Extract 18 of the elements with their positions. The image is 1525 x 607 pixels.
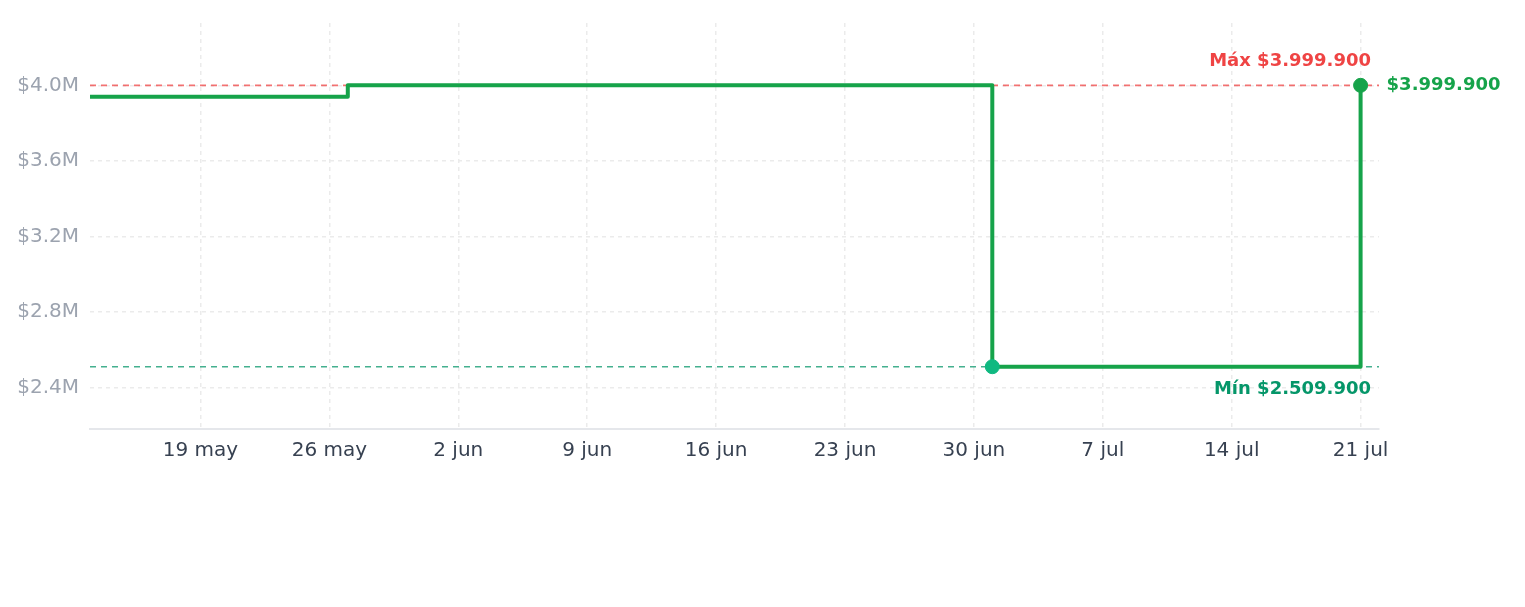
ref-line-label: Máx $3.999.900: [1209, 49, 1371, 71]
x-tick-label: 9 jun: [562, 437, 613, 462]
y-tick-label: $3.2M: [17, 222, 79, 247]
annotation: $3.999.900: [1386, 73, 1501, 95]
x-tick-label: 30 jun: [942, 437, 1006, 462]
ref-line-label: Mín $2.509.900: [1213, 377, 1371, 399]
x-tick-label: 19 may: [162, 437, 239, 462]
y-tick-label: $3.6M: [17, 147, 79, 172]
y-tick-label: $2.8M: [17, 298, 79, 323]
x-tick-label: 26 may: [291, 437, 368, 462]
x-tick-label: 7 jul: [1081, 437, 1125, 462]
x-tick-label: 21 jul: [1332, 437, 1389, 462]
y-tick-label: $4.0M: [17, 71, 79, 96]
x-tick-label: 14 jul: [1203, 437, 1260, 462]
x-tick-label: 16 jun: [684, 437, 748, 462]
x-tick-label: 23 jun: [813, 437, 877, 462]
x-tick-label: 2 jun: [433, 437, 484, 462]
y-tick-label: $2.4M: [17, 373, 79, 398]
